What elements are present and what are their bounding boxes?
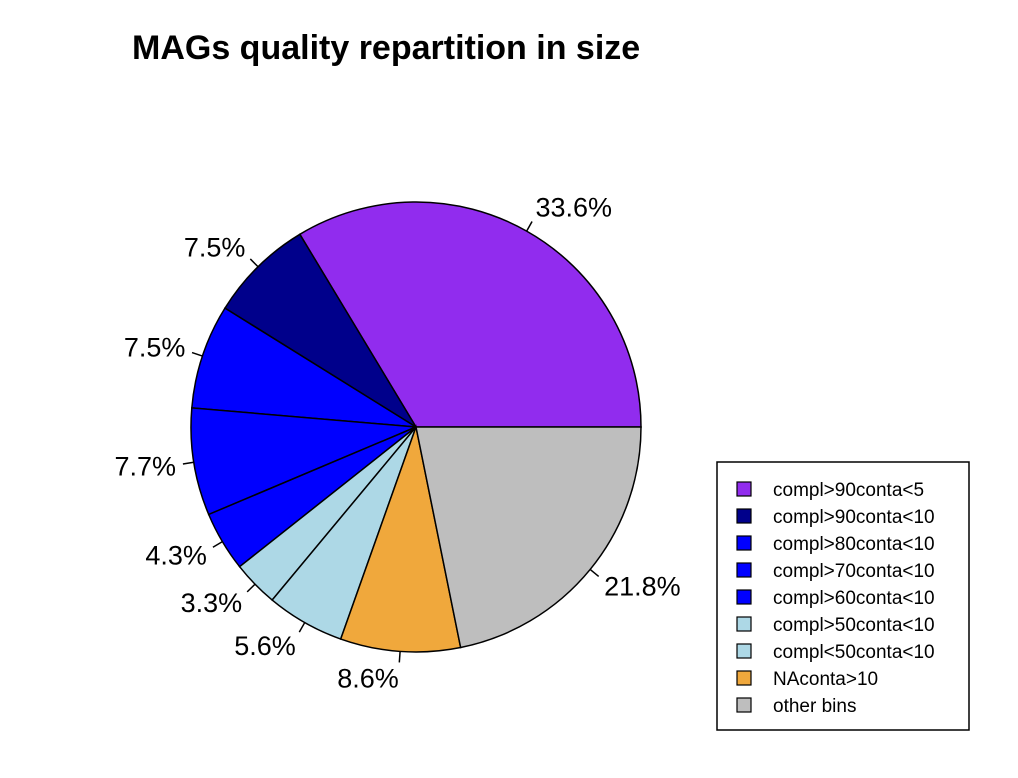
slice-label-naconta-10: 8.6% — [337, 663, 399, 693]
legend-label-compl-50conta-10: compl>50conta<10 — [773, 615, 935, 636]
pie-slice-compl-80conta-10 — [190, 307, 417, 428]
slice-label-other-bins: 21.8% — [604, 572, 681, 602]
slice-label-compl-50conta-10: 5.6% — [234, 631, 296, 661]
slice-labels: 33.6% 7.5% 7.5% 7.7% 4.3% 3.3% 5.6% 8.6% 21.8% — [114, 193, 680, 694]
chart-title: MAGs quality repartition in size — [132, 29, 640, 67]
legend-label-naconta-10: NAconta>10 — [773, 669, 878, 690]
legend-label-compl-50conta-10: compl<50conta<10 — [773, 642, 935, 663]
pie-slice-compl-70conta-10 — [190, 407, 417, 516]
label-tick-compl-60conta-10 — [212, 540, 223, 548]
slice-label-compl-50conta-10: 3.3% — [181, 588, 243, 618]
slice-label-compl-60conta-10: 4.3% — [145, 540, 207, 570]
label-tick-compl-50conta-10 — [246, 583, 256, 593]
pie-slice-compl-90conta-5 — [298, 201, 642, 428]
label-tick-naconta-10 — [398, 651, 401, 663]
legend-swatch-other-bins — [736, 697, 752, 713]
legend-label-compl-80conta-10: compl>80conta<10 — [773, 534, 935, 555]
slice-label-compl-90conta-10: 7.5% — [184, 233, 246, 263]
slice-label-compl-90conta-5: 33.6% — [536, 193, 613, 223]
legend-label-other-bins: other bins — [773, 696, 856, 717]
legend-label-compl-60conta-10: compl>60conta<10 — [773, 588, 935, 609]
legend-swatch-compl-90conta-10 — [736, 508, 752, 524]
label-tick-compl-50conta-10 — [298, 622, 306, 633]
pie-slices — [190, 201, 642, 653]
legend-swatch-compl-50conta-10 — [736, 616, 752, 632]
pie-slice-compl-90conta-10 — [223, 233, 417, 428]
pie-slice-naconta-10 — [339, 424, 462, 653]
label-tick-compl-90conta-10 — [249, 258, 259, 268]
legend-swatch-compl-90conta-5 — [736, 481, 752, 497]
legend-swatch-compl-70conta-10 — [736, 562, 752, 578]
legend-swatch-compl-50conta-10 — [736, 643, 752, 659]
pie-slice-other-bins — [415, 426, 642, 649]
slice-label-compl-70conta-10: 7.7% — [114, 451, 176, 481]
legend-label-compl-70conta-10: compl>70conta<10 — [773, 561, 935, 582]
legend-swatch-compl-60conta-10 — [736, 589, 752, 605]
legend-swatch-compl-80conta-10 — [736, 535, 752, 551]
legend-label-compl-90conta-10: compl>90conta<10 — [773, 507, 935, 528]
label-tick-compl-90conta-5 — [526, 221, 533, 232]
slice-label-compl-80conta-10: 7.5% — [124, 333, 186, 363]
legend-box — [716, 461, 970, 731]
label-tick-compl-80conta-10 — [191, 351, 203, 357]
label-tick-compl-70conta-10 — [182, 461, 194, 465]
legend-swatch-naconta-10 — [736, 670, 752, 686]
legend-label-compl-90conta-5: compl>90conta<5 — [773, 480, 924, 501]
label-tick-other-bins — [589, 568, 600, 577]
legend: compl>90conta<5 compl>90conta<10 compl>80c… — [716, 461, 970, 731]
